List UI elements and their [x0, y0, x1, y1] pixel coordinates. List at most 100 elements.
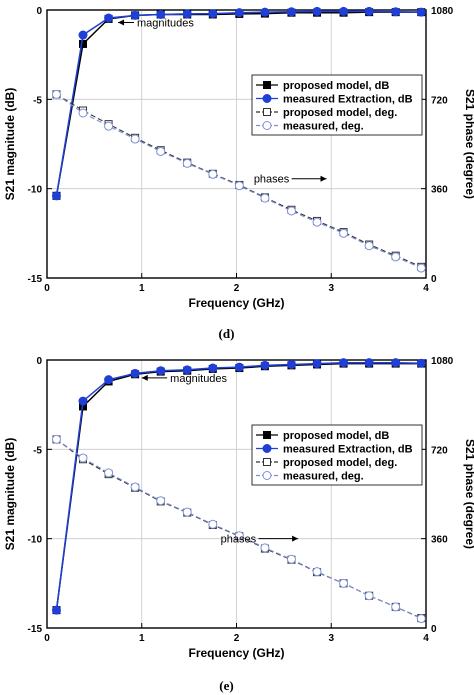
y-left-tick-label: -10 — [28, 185, 43, 196]
data-point-series-4 — [312, 567, 322, 577]
data-point-series-2 — [339, 358, 349, 368]
y-left-tick-label: 0 — [36, 6, 42, 17]
data-point-series-2 — [78, 396, 88, 406]
data-point-series-2 — [130, 368, 140, 378]
y-right-tick-label: 360 — [431, 535, 448, 546]
legend-marker — [262, 444, 272, 453]
y-left-tick-label: -5 — [33, 445, 42, 456]
data-point-series-1 — [79, 39, 88, 48]
legend-label: proposed model, dB — [283, 430, 389, 442]
data-point-series-2 — [312, 359, 322, 369]
x-tick-label: 0 — [44, 283, 50, 294]
data-point-series-2 — [51, 605, 61, 615]
data-point-series-2 — [286, 359, 296, 369]
annotation-label: magnitudes — [137, 18, 194, 30]
data-point-series-2 — [182, 365, 192, 375]
data-point-series-4 — [364, 241, 374, 251]
data-point-series-2 — [339, 6, 349, 16]
data-point-series-4 — [51, 89, 61, 99]
x-tick-label: 3 — [328, 633, 334, 644]
data-point-series-2 — [51, 191, 61, 201]
data-point-series-2 — [416, 358, 426, 368]
data-point-series-2 — [182, 9, 192, 19]
legend-marker — [263, 431, 271, 439]
annotation-label: phases — [254, 174, 290, 186]
data-point-series-2 — [416, 7, 426, 17]
data-point-series-2 — [364, 6, 374, 16]
x-tick-label: 0 — [44, 633, 50, 644]
data-point-series-4 — [339, 228, 349, 238]
data-point-series-2 — [130, 10, 140, 20]
data-point-series-4 — [208, 519, 218, 529]
data-point-series-4 — [78, 453, 88, 463]
data-point-series-4 — [312, 217, 322, 227]
annotation-arrowhead — [141, 374, 148, 381]
annotation-label: phases — [221, 534, 257, 546]
y-right-tick-label: 720 — [431, 95, 448, 106]
legend-label: measured, deg. — [283, 471, 364, 483]
data-point-series-4 — [130, 482, 140, 492]
data-point-series-4 — [286, 554, 296, 564]
data-point-series-4 — [286, 206, 296, 216]
data-point-series-4 — [391, 602, 401, 612]
x-tick-label: 1 — [139, 633, 145, 644]
legend-label: proposed model, dB — [283, 80, 389, 92]
legend-label: measured Extraction, dB — [283, 444, 413, 456]
data-point-series-4 — [182, 158, 192, 168]
data-point-series-2 — [156, 9, 166, 19]
data-point-series-4 — [339, 578, 349, 588]
data-point-series-4 — [364, 591, 374, 601]
data-point-series-2 — [234, 8, 244, 18]
data-point-series-4 — [234, 531, 244, 541]
y-left-tick-label: -15 — [28, 274, 43, 285]
legend-marker — [263, 81, 271, 89]
y-left-axis-label: S21 magnitude (dB) — [3, 438, 17, 551]
data-point-series-4 — [416, 263, 426, 273]
data-point-series-2 — [391, 7, 401, 17]
data-point-series-2 — [208, 363, 218, 373]
legend-marker — [262, 471, 272, 480]
x-tick-label: 3 — [328, 283, 334, 294]
legend-box — [251, 424, 423, 486]
legend-marker — [262, 94, 272, 103]
legend-label: proposed model, deg. — [283, 457, 397, 469]
series-line-2 — [55, 361, 422, 611]
data-point-series-2 — [234, 362, 244, 372]
y-left-tick-label: -10 — [28, 535, 43, 546]
series-line-1 — [55, 362, 422, 611]
y-right-tick-label: 1080 — [431, 356, 454, 367]
y-left-tick-label: -5 — [33, 95, 42, 106]
y-right-axis-label: S21 phase (degree) — [463, 89, 474, 199]
x-axis-label: Frequency (GHz) — [188, 296, 284, 310]
data-point-series-2 — [364, 358, 374, 368]
panel-caption: (e) — [219, 678, 233, 693]
y-right-tick-label: 1080 — [431, 6, 454, 17]
annotation-arrowhead — [292, 535, 299, 542]
annotation-arrowhead — [118, 19, 125, 26]
legend-label: proposed model, deg. — [283, 107, 397, 119]
y-right-tick-label: 360 — [431, 185, 448, 196]
data-point-series-4 — [104, 468, 114, 478]
data-point-series-4 — [182, 507, 192, 517]
x-tick-label: 4 — [423, 633, 429, 644]
legend-box — [251, 74, 423, 136]
annotation-arrowhead — [320, 175, 327, 182]
data-point-series-2 — [391, 358, 401, 368]
legend-marker — [263, 458, 271, 466]
data-point-series-4 — [156, 496, 166, 506]
y-left-tick-label: 0 — [36, 356, 42, 367]
data-point-series-2 — [208, 9, 218, 19]
annotation-label: magnitudes — [170, 373, 227, 385]
legend-label: measured Extraction, dB — [283, 94, 413, 106]
data-point-series-4 — [234, 181, 244, 191]
data-point-series-2 — [78, 30, 88, 40]
y-right-tick-label: 720 — [431, 445, 448, 456]
data-point-series-2 — [156, 366, 166, 376]
series-line-4 — [56, 438, 422, 620]
data-point-series-2 — [260, 7, 270, 17]
legend: proposed model, dB measured Extraction, d… — [251, 74, 423, 136]
legend-label: measured, deg. — [283, 121, 364, 133]
